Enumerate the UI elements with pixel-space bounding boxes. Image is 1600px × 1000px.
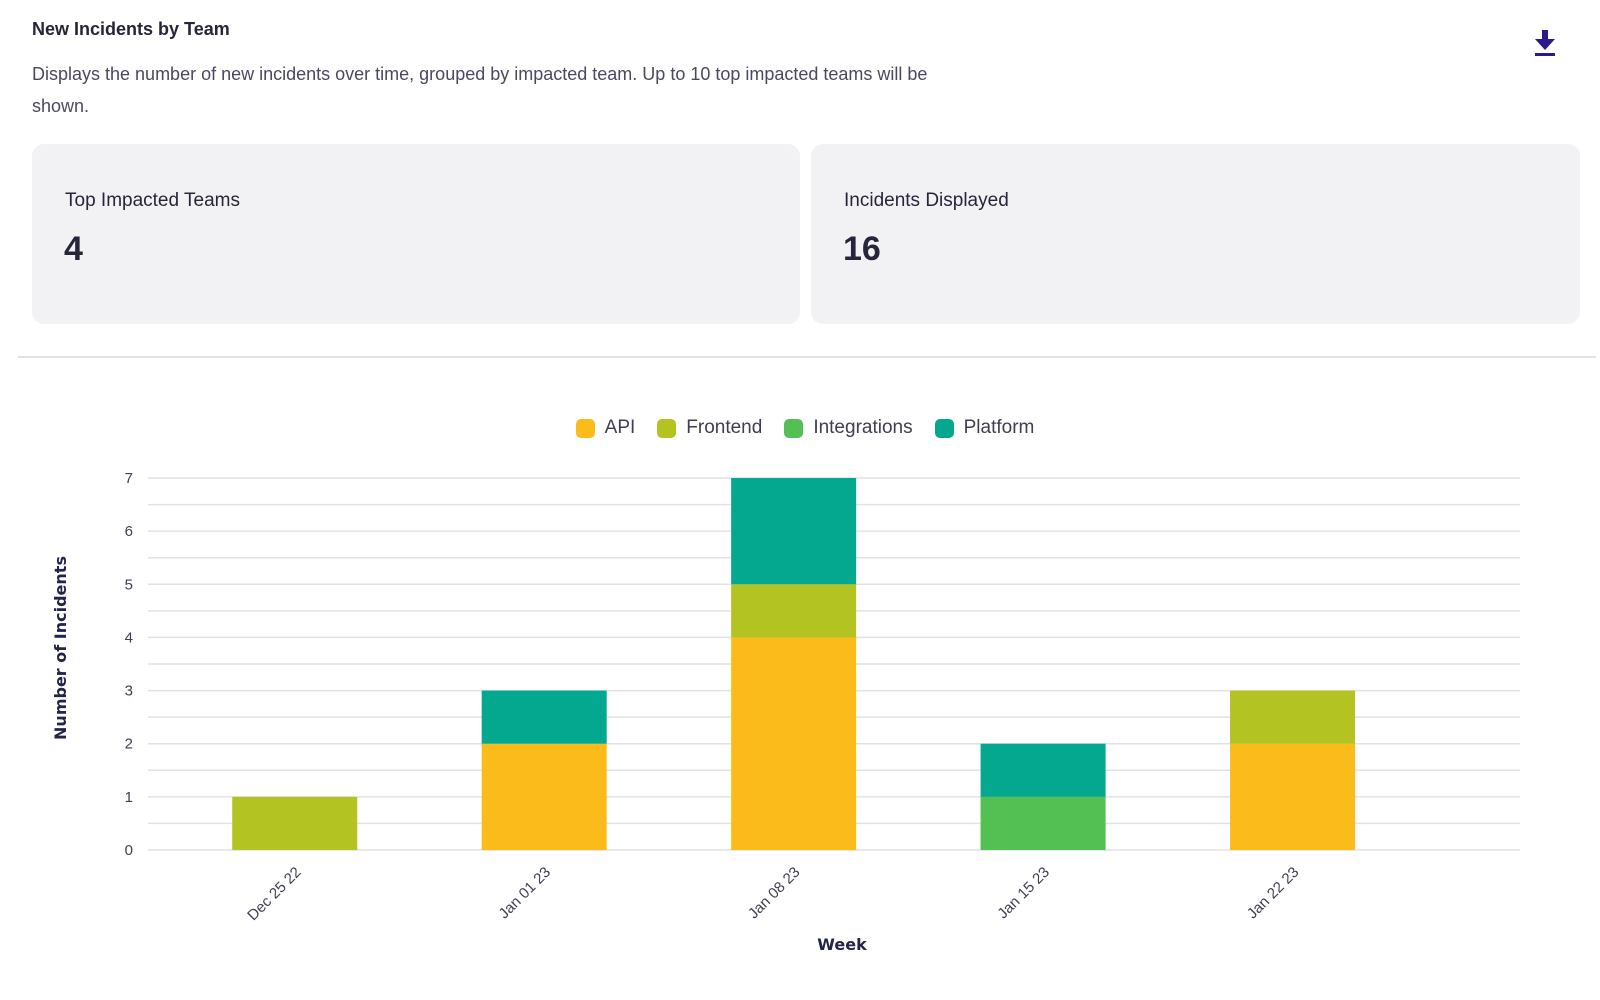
- bar-api[interactable]: [731, 637, 857, 850]
- card-value: 16: [843, 230, 881, 268]
- bar-platform[interactable]: [731, 478, 857, 585]
- y-tick-label: 1: [125, 789, 133, 806]
- x-tick-label: Jan 01 23: [495, 864, 554, 923]
- x-tick-label: Jan 08 23: [745, 864, 804, 923]
- y-tick-label: 4: [125, 629, 133, 646]
- top-impacted-teams-card: Top Impacted Teams 4: [32, 144, 800, 324]
- legend-label: Integrations: [813, 417, 913, 438]
- bar-api[interactable]: [481, 743, 607, 850]
- y-tick-label: 2: [125, 736, 133, 753]
- legend-label: API: [604, 417, 636, 438]
- legend-label: Frontend: [686, 417, 763, 438]
- y-axis-title: Number of Incidents: [51, 556, 70, 740]
- bar-integrations[interactable]: [980, 796, 1106, 850]
- x-tick-label: Jan 15 23: [994, 864, 1053, 923]
- y-tick-label: 3: [125, 683, 133, 700]
- legend-swatch: [657, 418, 677, 438]
- legend-swatch: [575, 418, 595, 438]
- x-tick-label: Dec 25 22: [244, 864, 304, 924]
- legend-label: Platform: [963, 417, 1035, 438]
- download-icon[interactable]: [1532, 27, 1562, 57]
- bar-platform[interactable]: [481, 690, 607, 744]
- y-tick-label: 7: [125, 470, 133, 487]
- x-axis-title: Week: [817, 935, 867, 954]
- legend-swatch: [934, 418, 954, 438]
- bar-frontend[interactable]: [1230, 690, 1356, 744]
- bar-api[interactable]: [1230, 743, 1356, 850]
- legend-item-platform[interactable]: Platform: [934, 417, 1035, 439]
- chart-legend: API Frontend Integrations Platform: [0, 417, 1600, 439]
- legend-item-api[interactable]: API: [575, 417, 636, 439]
- y-tick-label: 6: [125, 523, 133, 540]
- bar-frontend[interactable]: [232, 796, 358, 850]
- x-tick-label: Jan 22 23: [1244, 864, 1303, 923]
- stacked-bar-chart: 0 1 2 3 4 5 6 7 Dec 25 22 Jan 01 23 Jan 08 23 Jan 1…: [51, 470, 1520, 954]
- bar-platform[interactable]: [980, 743, 1106, 797]
- legend-swatch: [784, 418, 804, 438]
- y-tick-label: 5: [125, 576, 133, 593]
- card-label: Incidents Displayed: [844, 190, 1009, 211]
- divider: [18, 356, 1596, 358]
- chart-description: Displays the number of new incidents ove…: [32, 64, 928, 116]
- y-tick-label: 0: [125, 842, 133, 859]
- bar-frontend[interactable]: [731, 584, 857, 638]
- legend-item-frontend[interactable]: Frontend: [657, 417, 762, 439]
- card-value: 4: [64, 230, 83, 268]
- legend-item-integrations[interactable]: Integrations: [784, 417, 913, 439]
- incidents-displayed-card: Incidents Displayed 16: [811, 144, 1580, 324]
- card-label: Top Impacted Teams: [65, 190, 240, 211]
- chart-title: New Incidents by Team: [32, 19, 230, 39]
